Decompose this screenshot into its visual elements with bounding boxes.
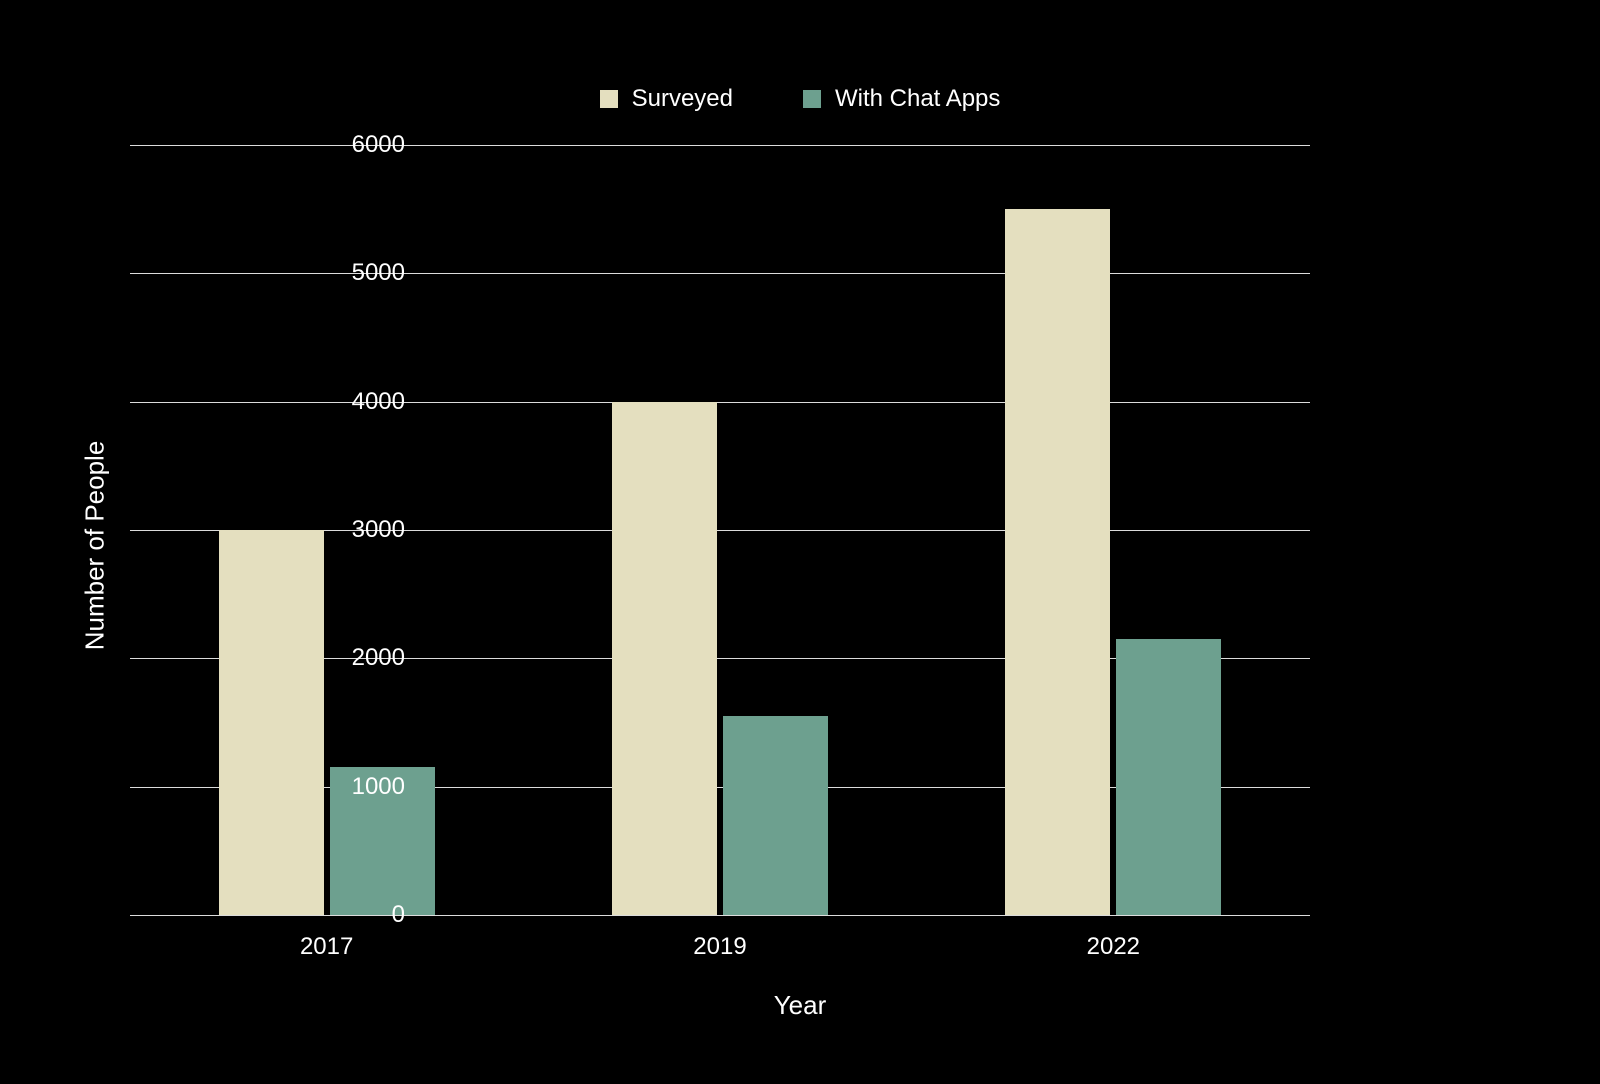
legend-label: With Chat Apps xyxy=(835,85,1000,113)
legend-swatch xyxy=(803,90,821,108)
gridline xyxy=(130,273,1310,274)
legend-item: With Chat Apps xyxy=(803,85,1000,113)
legend-label: Surveyed xyxy=(632,85,733,113)
gridline xyxy=(130,145,1310,146)
y-tick-label: 6000 xyxy=(352,131,405,159)
x-tick-label: 2019 xyxy=(693,933,746,961)
legend: Surveyed With Chat Apps xyxy=(0,85,1600,113)
bar xyxy=(723,716,828,915)
x-tick-label: 2017 xyxy=(300,933,353,961)
y-tick-label: 0 xyxy=(392,901,405,929)
bar xyxy=(1116,639,1221,915)
legend-item: Surveyed xyxy=(600,85,733,113)
y-tick-label: 1000 xyxy=(352,773,405,801)
x-tick-label: 2022 xyxy=(1087,933,1140,961)
y-tick-label: 2000 xyxy=(352,644,405,672)
plot-area: 201720192022 xyxy=(130,145,1310,915)
bar xyxy=(1005,209,1110,915)
legend-swatch xyxy=(600,90,618,108)
y-tick-label: 3000 xyxy=(352,516,405,544)
bar xyxy=(612,402,717,915)
bar xyxy=(219,530,324,915)
gridline xyxy=(130,402,1310,403)
y-tick-label: 4000 xyxy=(352,388,405,416)
gridline xyxy=(130,915,1310,916)
grouped-bar-chart: SurveyedWith Chat Apps 201720192022 Numb… xyxy=(0,0,1600,1084)
y-tick-label: 5000 xyxy=(352,259,405,287)
y-axis-title: Number of People xyxy=(79,441,110,651)
x-axis-title: Year xyxy=(774,990,827,1021)
